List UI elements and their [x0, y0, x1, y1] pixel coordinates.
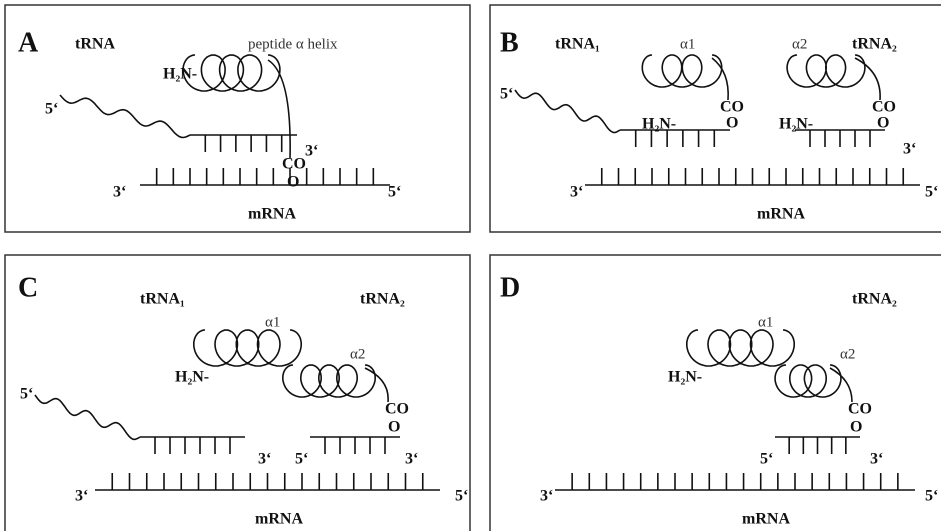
label: H₂N- [779, 116, 813, 133]
peptide-helix [686, 329, 795, 367]
label: 3‘ [75, 488, 88, 505]
label: α1 [680, 36, 695, 52]
trna-backbone [59, 94, 191, 139]
label: α2 [792, 36, 807, 52]
label: O [726, 115, 738, 132]
label: 5‘ [760, 451, 773, 468]
peptide-tail [829, 367, 853, 403]
label: 3‘ [305, 143, 318, 160]
label: peptide α helix [248, 36, 338, 52]
label: CO [720, 99, 744, 116]
label: tRNA₁ [140, 291, 185, 308]
peptide-helix [281, 364, 377, 398]
label: mRNA [255, 511, 303, 528]
label: O [877, 115, 889, 132]
label: 3‘ [113, 184, 126, 201]
label: 5‘ [925, 184, 938, 201]
label: mRNA [248, 206, 296, 223]
panel-letter: B [500, 27, 519, 58]
peptide-tail [267, 59, 291, 159]
label: tRNA₁ [555, 36, 600, 53]
label: 5‘ [20, 386, 33, 403]
label: CO [282, 156, 306, 173]
label: 3‘ [570, 184, 583, 201]
label: H₂N- [175, 369, 209, 386]
label: H₂N- [668, 369, 702, 386]
label: tRNA₂ [852, 36, 897, 53]
panel-frame [4, 4, 471, 233]
label: 3‘ [540, 488, 553, 505]
panel-frame [4, 254, 471, 531]
label: 3‘ [870, 451, 883, 468]
panel-letter: A [18, 27, 39, 58]
label: 5‘ [455, 488, 468, 505]
label: H₂N- [163, 66, 197, 83]
label: O [850, 419, 862, 436]
label: CO [848, 401, 872, 418]
peptide-helix [193, 329, 302, 367]
label: CO [872, 99, 896, 116]
label: H₂N- [642, 116, 676, 133]
label: 5‘ [388, 184, 401, 201]
label: O [388, 419, 400, 436]
label: 3‘ [258, 451, 271, 468]
trna-backbone [514, 89, 621, 134]
label: 3‘ [903, 141, 916, 158]
panel-letter: C [18, 272, 38, 303]
panel-letter: D [500, 272, 520, 303]
label: 5‘ [500, 86, 513, 103]
label: α2 [350, 346, 365, 362]
label: tRNA₂ [852, 291, 897, 308]
panel-frame [489, 254, 941, 531]
label: α1 [758, 314, 773, 330]
label: tRNA [75, 36, 115, 53]
peptide-helix [774, 364, 842, 398]
label: 5‘ [295, 451, 308, 468]
label: 5‘ [45, 101, 58, 118]
peptide-tail [364, 367, 389, 403]
peptide-tail [854, 57, 881, 101]
peptide-helix [182, 54, 281, 92]
label: 3‘ [405, 451, 418, 468]
label: α2 [840, 346, 855, 362]
label: mRNA [757, 206, 805, 223]
trna-backbone [34, 394, 141, 441]
label: 5‘ [925, 488, 938, 505]
label: α1 [265, 314, 280, 330]
label: CO [385, 401, 409, 418]
peptide-helix [641, 54, 723, 88]
peptide-helix [786, 54, 866, 88]
label: O [287, 174, 299, 191]
label: tRNA₂ [360, 291, 405, 308]
panel-frame [489, 4, 941, 233]
label: mRNA [742, 511, 790, 528]
peptide-tail [711, 57, 729, 101]
